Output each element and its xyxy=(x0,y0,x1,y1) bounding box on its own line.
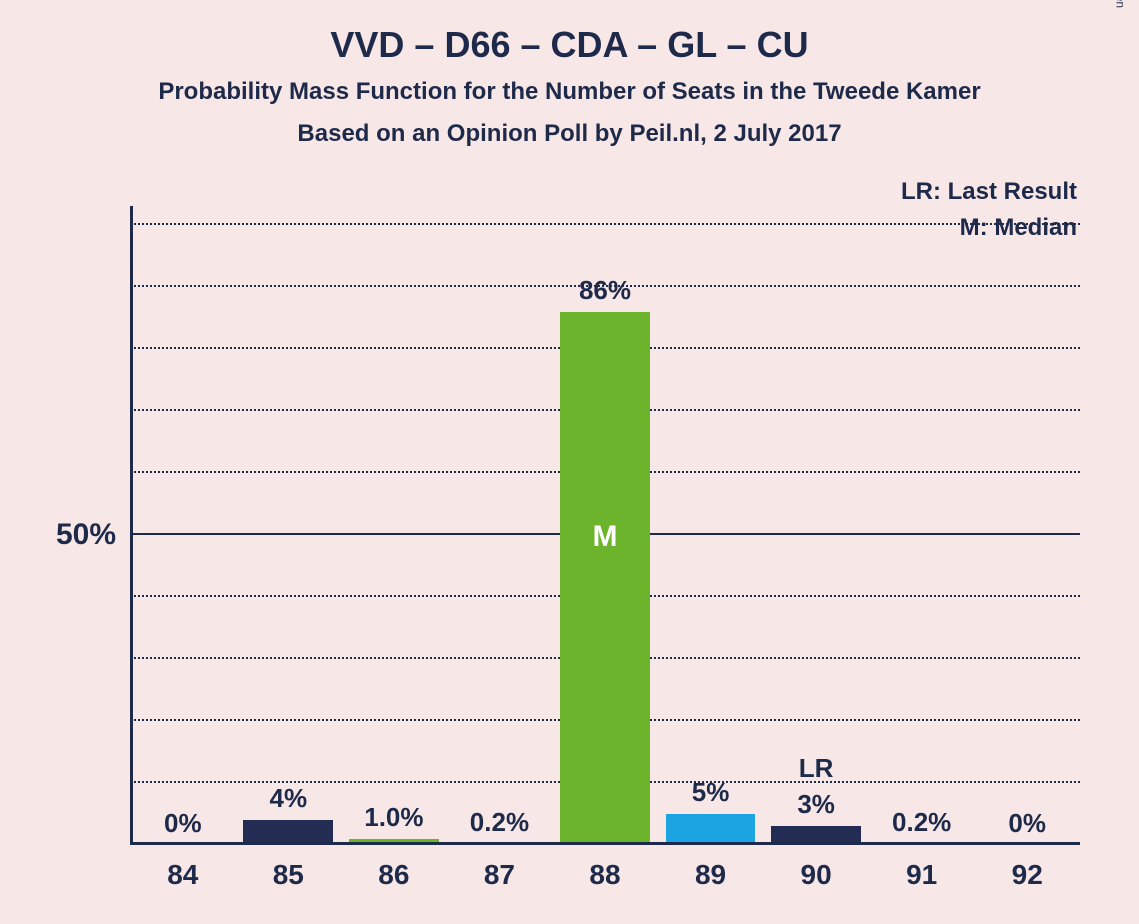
x-tick-label: 92 xyxy=(974,859,1080,891)
x-tick-label: 87 xyxy=(447,859,553,891)
gridline-minor xyxy=(130,223,1080,225)
legend-m: M: Median xyxy=(960,214,1077,242)
y-tick-label: 50% xyxy=(56,518,116,552)
x-tick-label: 85 xyxy=(236,859,342,891)
x-tick-label: 91 xyxy=(869,859,975,891)
x-tick-label: 84 xyxy=(130,859,236,891)
chart-subtitle-2: Based on an Opinion Poll by Peil.nl, 2 J… xyxy=(0,120,1139,148)
bar-value-label: 86% xyxy=(552,275,658,306)
bar-value-label: 0% xyxy=(974,808,1080,839)
x-tick-label: 90 xyxy=(763,859,869,891)
x-tick-label: 88 xyxy=(552,859,658,891)
bar-value-label: 3% xyxy=(763,789,869,820)
chart-subtitle-1: Probability Mass Function for the Number… xyxy=(0,78,1139,106)
median-annotation: M xyxy=(560,520,650,554)
bar-value-label: 4% xyxy=(236,783,342,814)
bar-value-label: 0.2% xyxy=(447,807,553,838)
bar-value-label: 1.0% xyxy=(341,802,447,833)
bar-value-label: 0.2% xyxy=(869,807,975,838)
bar xyxy=(666,814,756,845)
credit-text: © 2020 Filip van Laenen xyxy=(1113,0,1127,8)
lr-annotation: LR xyxy=(763,753,869,784)
y-axis xyxy=(130,206,133,845)
x-tick-label: 89 xyxy=(658,859,764,891)
bar-value-label: 5% xyxy=(658,777,764,808)
chart-plot-area: 0%844%851.0%860.2%8786%M885%89LR3%900.2%… xyxy=(130,225,1080,845)
x-tick-label: 86 xyxy=(341,859,447,891)
x-axis xyxy=(130,842,1080,845)
bar-value-label: 0% xyxy=(130,808,236,839)
chart-title: VVD – D66 – CDA – GL – CU xyxy=(0,24,1139,66)
bar xyxy=(560,312,650,845)
legend-lr: LR: Last Result xyxy=(901,178,1077,206)
